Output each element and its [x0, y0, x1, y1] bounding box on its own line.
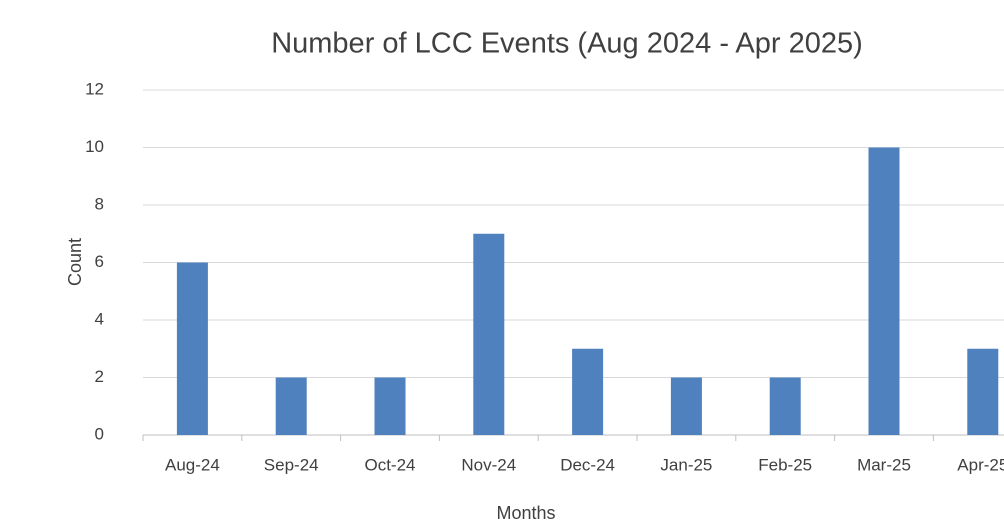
- y-tick-label: 4: [95, 309, 104, 328]
- x-tick-label: Dec-24: [560, 455, 615, 474]
- bar: [769, 377, 801, 435]
- y-tick-label: 12: [85, 79, 104, 98]
- bar: [967, 348, 999, 435]
- y-tick-label: 8: [95, 194, 104, 213]
- x-tick-label: Apr-25: [957, 455, 1004, 474]
- bar: [473, 233, 505, 435]
- x-tick-label: Jan-25: [660, 455, 712, 474]
- bar: [572, 348, 604, 435]
- y-tick-label: 10: [85, 137, 104, 156]
- x-axis-label: Months: [496, 503, 555, 523]
- x-tick-label: Sep-24: [264, 455, 319, 474]
- x-tick-label: Mar-25: [857, 455, 911, 474]
- x-tick-label: Feb-25: [758, 455, 812, 474]
- bar: [176, 262, 208, 435]
- y-tick-label: 6: [95, 252, 104, 271]
- bar: [374, 377, 406, 435]
- bar: [275, 377, 307, 435]
- bar: [670, 377, 702, 435]
- x-tick-label: Oct-24: [364, 455, 415, 474]
- y-tick-label: 2: [95, 367, 104, 386]
- x-tick-label: Aug-24: [165, 455, 220, 474]
- y-axis-label: Count: [65, 238, 85, 286]
- chart-title: Number of LCC Events (Aug 2024 - Apr 202…: [271, 28, 863, 60]
- y-tick-label: 0: [95, 424, 104, 443]
- x-tick-label: Nov-24: [461, 455, 516, 474]
- bar: [868, 147, 900, 435]
